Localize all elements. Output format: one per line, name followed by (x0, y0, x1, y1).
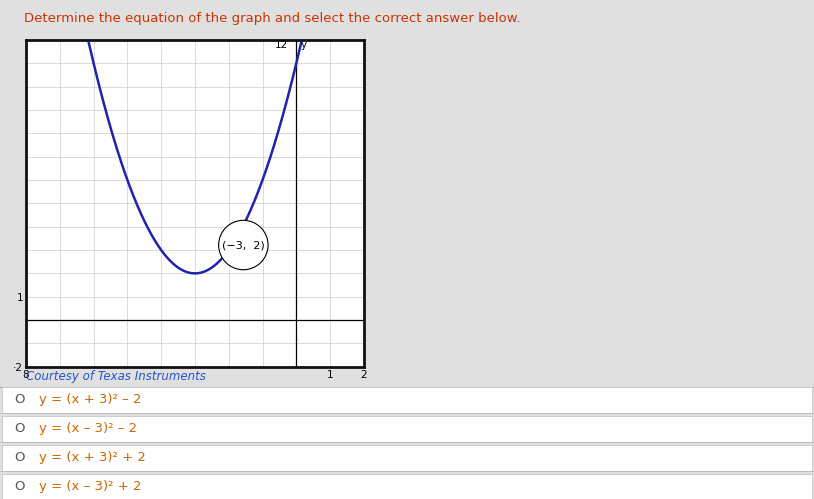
Text: 12: 12 (274, 40, 288, 50)
Text: Courtesy of Texas Instruments: Courtesy of Texas Instruments (26, 370, 206, 383)
Text: y = (x + 3)² + 2: y = (x + 3)² + 2 (39, 451, 146, 464)
Text: y = (x – 3)² – 2: y = (x – 3)² – 2 (39, 422, 138, 435)
Text: (−3,  2): (−3, 2) (222, 240, 265, 250)
Text: O: O (15, 451, 25, 464)
Text: O: O (15, 422, 25, 435)
Text: y = (x – 3)² + 2: y = (x – 3)² + 2 (39, 480, 142, 493)
Text: y = (x + 3)² – 2: y = (x + 3)² – 2 (39, 393, 142, 406)
Text: O: O (15, 393, 25, 406)
Text: y: y (300, 40, 307, 50)
Text: O: O (15, 480, 25, 493)
Text: Determine the equation of the graph and select the correct answer below.: Determine the equation of the graph and … (24, 12, 521, 25)
